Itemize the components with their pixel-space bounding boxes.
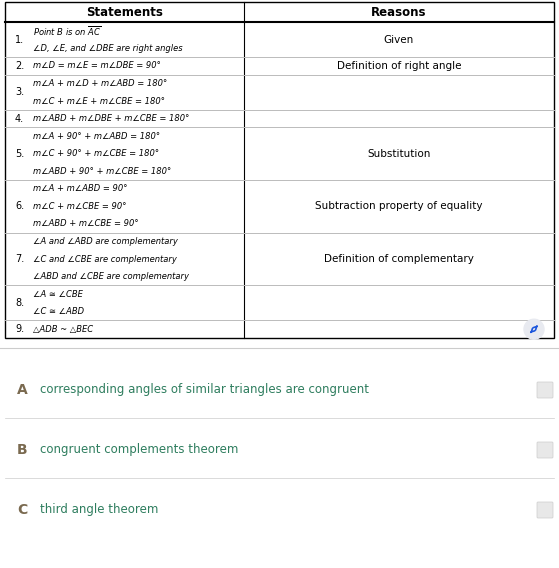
Text: A: A [17, 383, 27, 397]
Text: congruent complements theorem: congruent complements theorem [40, 444, 238, 457]
Text: m∠C + 90° + m∠CBE = 180°: m∠C + 90° + m∠CBE = 180° [33, 149, 159, 158]
Text: m∠ABD + 90° + m∠CBE = 180°: m∠ABD + 90° + m∠CBE = 180° [33, 167, 171, 176]
Text: ∠C ≅ ∠ABD: ∠C ≅ ∠ABD [33, 307, 84, 316]
Text: 9.: 9. [15, 324, 24, 334]
Bar [5, 2, 554, 338]
Text: △ADB ~ △BEC: △ADB ~ △BEC [33, 325, 93, 334]
Text: 2.: 2. [15, 61, 24, 71]
Text: ∠C and ∠CBE are complementary: ∠C and ∠CBE are complementary [33, 254, 177, 264]
Text: C: C [17, 503, 27, 517]
Text: corresponding angles of similar triangles are congruent: corresponding angles of similar triangle… [40, 383, 369, 396]
Text: Point B is on $\overline{AC}$: Point B is on $\overline{AC}$ [33, 24, 101, 37]
Text: B: B [17, 443, 27, 457]
Text: ∠A and ∠ABD are complementary: ∠A and ∠ABD are complementary [33, 237, 178, 246]
Text: m∠C + m∠CBE = 90°: m∠C + m∠CBE = 90° [33, 202, 126, 211]
Text: m∠A + m∠ABD = 90°: m∠A + m∠ABD = 90° [33, 184, 127, 193]
Text: m∠C + m∠E + m∠CBE = 180°: m∠C + m∠E + m∠CBE = 180° [33, 97, 165, 106]
Text: Definition of complementary: Definition of complementary [324, 254, 474, 264]
Text: Reasons: Reasons [371, 6, 427, 19]
Text: 8.: 8. [15, 298, 24, 308]
Circle shape [524, 319, 544, 339]
Text: 5.: 5. [15, 149, 24, 158]
Text: Statements: Statements [86, 6, 163, 19]
Text: ∠ABD and ∠CBE are complementary: ∠ABD and ∠CBE are complementary [33, 272, 189, 281]
FancyBboxPatch shape [537, 502, 553, 518]
Text: m∠A + m∠D + m∠ABD = 180°: m∠A + m∠D + m∠ABD = 180° [33, 79, 167, 88]
Text: ∠A ≅ ∠CBE: ∠A ≅ ∠CBE [33, 290, 83, 299]
Text: third angle theorem: third angle theorem [40, 503, 158, 516]
Text: 4.: 4. [15, 114, 24, 124]
Text: 1.: 1. [15, 35, 24, 44]
Text: 7.: 7. [15, 254, 24, 264]
Text: m∠A + 90° + m∠ABD = 180°: m∠A + 90° + m∠ABD = 180° [33, 132, 160, 141]
Text: Definition of right angle: Definition of right angle [337, 61, 461, 71]
Text: ∠D, ∠E, and ∠DBE are right angles: ∠D, ∠E, and ∠DBE are right angles [33, 44, 183, 53]
Text: 6.: 6. [15, 201, 24, 211]
Text: Substitution: Substitution [367, 149, 430, 158]
Text: m∠ABD + m∠CBE = 90°: m∠ABD + m∠CBE = 90° [33, 219, 139, 228]
Text: m∠ABD + m∠DBE + m∠CBE = 180°: m∠ABD + m∠DBE + m∠CBE = 180° [33, 114, 190, 123]
Text: 3.: 3. [15, 87, 24, 97]
Text: Given: Given [384, 35, 414, 44]
FancyBboxPatch shape [537, 442, 553, 458]
FancyBboxPatch shape [537, 382, 553, 398]
Text: Subtraction property of equality: Subtraction property of equality [315, 201, 482, 211]
Text: m∠D = m∠E = m∠DBE = 90°: m∠D = m∠E = m∠DBE = 90° [33, 61, 161, 70]
